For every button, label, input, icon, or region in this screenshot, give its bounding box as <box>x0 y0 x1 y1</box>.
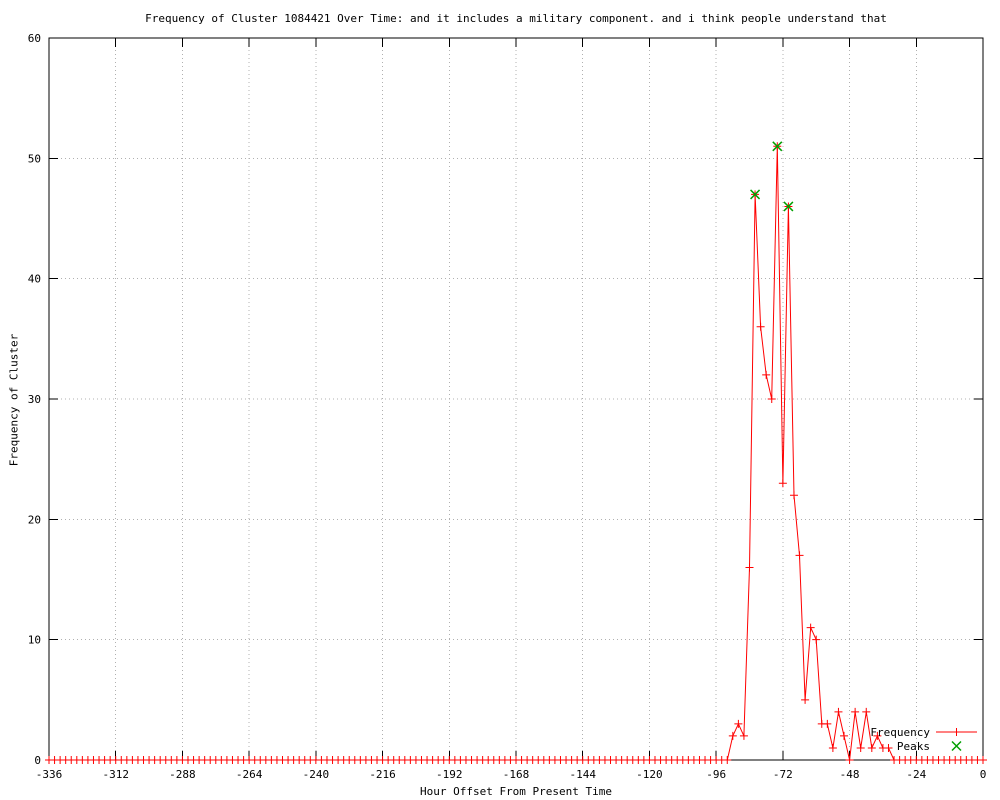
y-tick-label: 20 <box>28 513 41 526</box>
peaks-markers <box>750 141 794 212</box>
x-tick-label: -48 <box>840 768 860 781</box>
x-tick-label: -192 <box>436 768 463 781</box>
legend-peaks-sample <box>951 740 962 752</box>
x-tick-label: -240 <box>303 768 330 781</box>
y-tick-label: 30 <box>28 393 41 406</box>
y-tick-label: 50 <box>28 152 41 165</box>
x-tick-label: -144 <box>569 768 596 781</box>
legend-frequency-sample <box>936 728 977 736</box>
grid-lines <box>49 38 983 760</box>
legend-label-peaks: Peaks <box>897 740 930 753</box>
x-tick-label: -288 <box>169 768 196 781</box>
x-tick-label: -168 <box>503 768 530 781</box>
legend-label-frequency: Frequency <box>870 726 930 739</box>
x-tick-label: -96 <box>706 768 726 781</box>
axis-tick-marks <box>48 37 984 761</box>
y-tick-label: 10 <box>28 634 41 647</box>
y-tick-label: 60 <box>28 32 41 45</box>
x-tick-label: -312 <box>102 768 129 781</box>
x-tick-label: -264 <box>236 768 263 781</box>
x-tick-label: -24 <box>906 768 926 781</box>
x-tick-label: -120 <box>636 768 663 781</box>
y-tick-label: 40 <box>28 273 41 286</box>
chart-title: Frequency of Cluster 1084421 Over Time: … <box>145 12 887 25</box>
x-axis-label: Hour Offset From Present Time <box>419 785 613 798</box>
x-tick-label: -72 <box>773 768 793 781</box>
x-tick-label: 0 <box>980 768 987 781</box>
x-tick-label: -336 <box>36 768 63 781</box>
x-tick-label: -216 <box>369 768 396 781</box>
y-tick-label: 0 <box>34 754 41 767</box>
